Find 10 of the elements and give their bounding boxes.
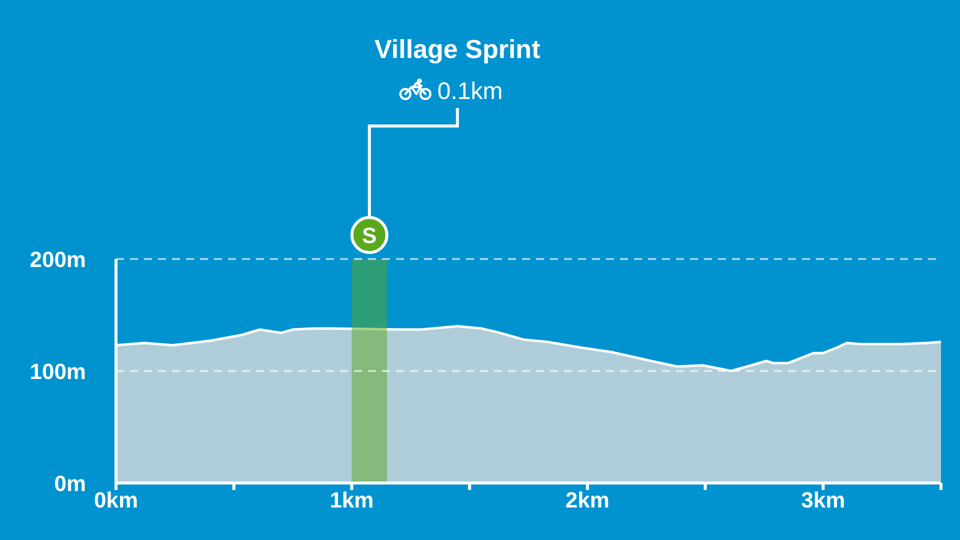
x-tick-label: 1km	[330, 488, 374, 513]
x-tick-label: 2km	[565, 488, 610, 513]
y-tick-label: 200m	[30, 246, 86, 272]
y-tick-label: 100m	[30, 358, 86, 384]
x-tick-label: 0km	[94, 488, 138, 513]
y-tick-label: 0m	[54, 470, 86, 496]
text: S	[362, 223, 377, 248]
x-tick-label: 3km	[801, 488, 846, 513]
chart-title: Village Sprint	[374, 34, 541, 64]
chart-subtitle: 0.1km	[437, 78, 503, 105]
